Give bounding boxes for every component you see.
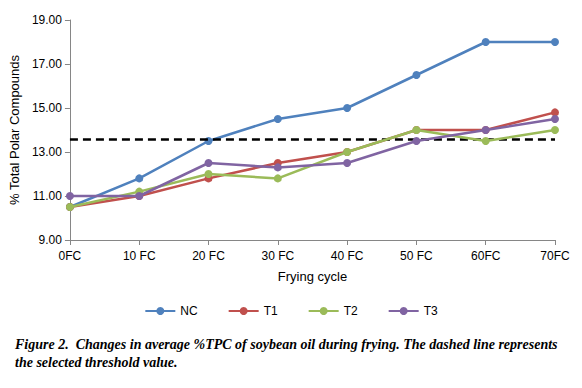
- svg-text:9.00: 9.00: [39, 233, 63, 247]
- svg-text:50 FC: 50 FC: [400, 249, 433, 263]
- svg-text:70FC: 70FC: [540, 249, 570, 263]
- svg-text:17.00: 17.00: [32, 57, 62, 71]
- svg-text:40 FC: 40 FC: [331, 249, 364, 263]
- svg-text:the selected threshold value.: the selected threshold value.: [15, 355, 178, 370]
- svg-text:T3: T3: [424, 304, 438, 318]
- svg-text:20 FC: 20 FC: [192, 249, 225, 263]
- svg-text:Frying cycle: Frying cycle: [278, 269, 347, 284]
- svg-text:60FC: 60FC: [471, 249, 501, 263]
- svg-text:13.00: 13.00: [32, 145, 62, 159]
- svg-text:NC: NC: [180, 304, 198, 318]
- svg-text:11.00: 11.00: [33, 189, 62, 203]
- svg-text:T1: T1: [264, 304, 278, 318]
- svg-text:30 FC: 30 FC: [261, 249, 294, 263]
- svg-text:19.00: 19.00: [32, 13, 62, 27]
- svg-text:% Total Polar Compounds: % Total Polar Compounds: [7, 54, 22, 205]
- svg-text:T2: T2: [344, 304, 358, 318]
- svg-text:0FC: 0FC: [59, 249, 82, 263]
- svg-text:10 FC: 10 FC: [123, 249, 156, 263]
- svg-text:Figure 2.: Figure 2.: [14, 337, 69, 352]
- svg-text:15.00: 15.00: [32, 101, 62, 115]
- svg-text:Changes in average %TPC of soy: Changes in average %TPC of soybean oil d…: [76, 337, 561, 352]
